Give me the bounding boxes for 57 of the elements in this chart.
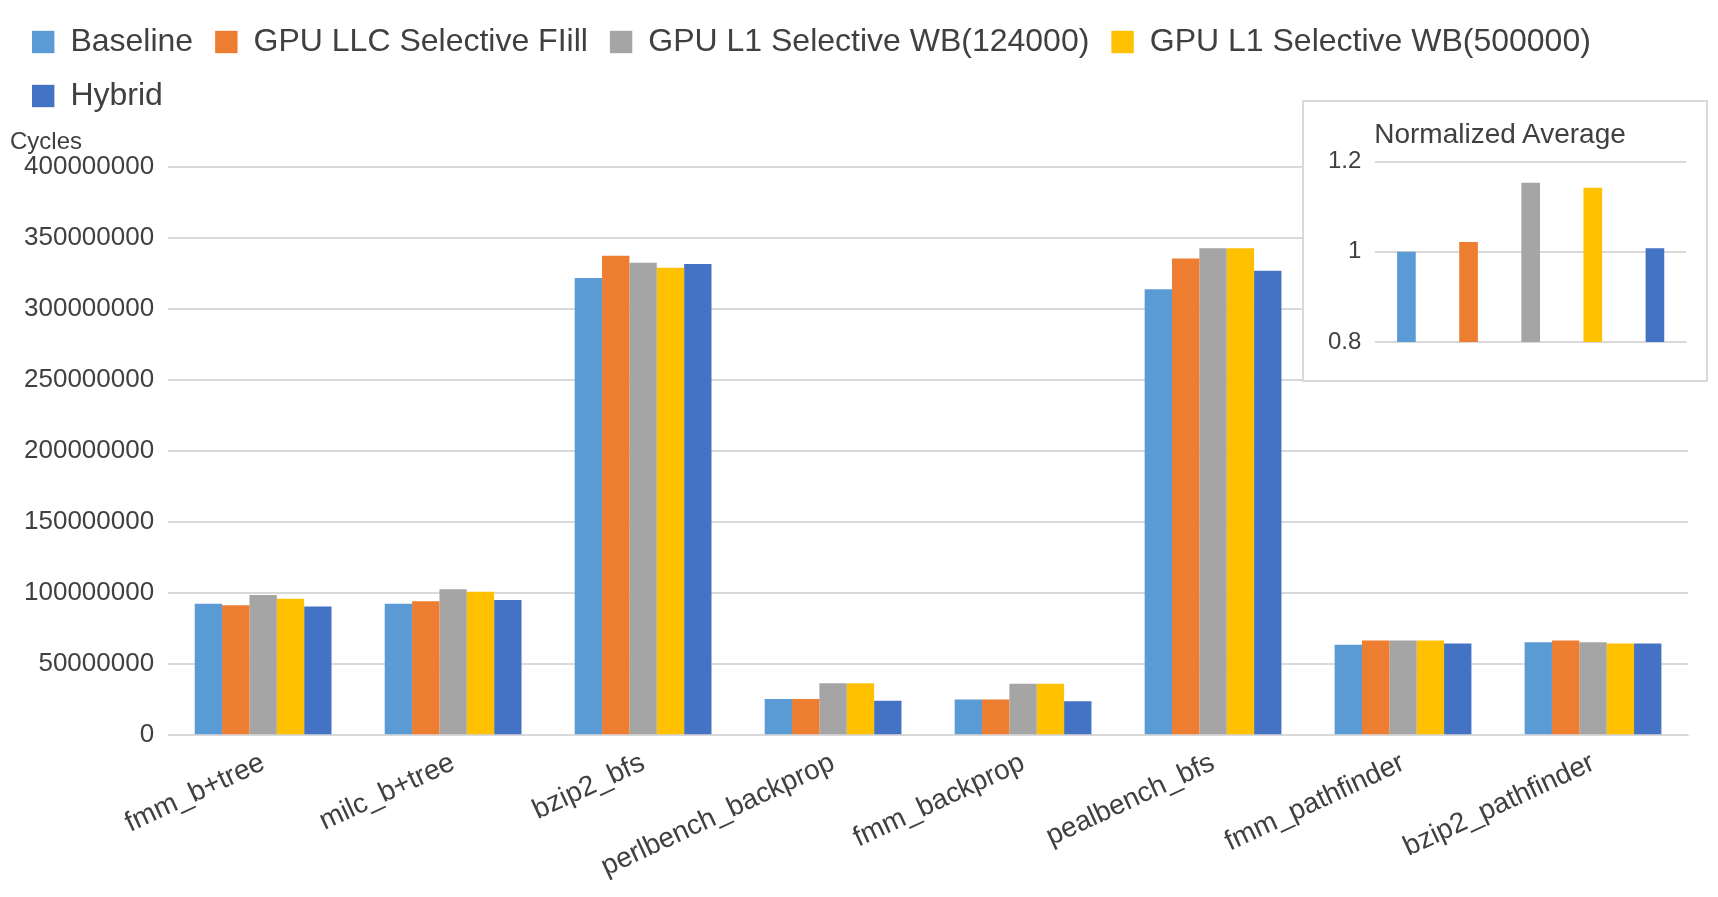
bar [1579, 642, 1607, 735]
y-tick-label: 1 [1348, 236, 1362, 264]
y-tick-label: 0 [139, 718, 155, 749]
bar [684, 264, 712, 735]
legend-label: Baseline [70, 21, 194, 58]
chart-title: Normalized Average [1374, 117, 1626, 149]
bar [1226, 248, 1255, 735]
y-tick-label: 350000000 [24, 221, 155, 252]
bar [982, 699, 1010, 735]
bar [1064, 701, 1092, 735]
y-tick-label: 200000000 [24, 434, 155, 465]
y-tick-label: 0.8 [1327, 326, 1362, 354]
bar [194, 603, 223, 735]
bar [602, 255, 630, 735]
bar [846, 683, 875, 735]
bar [1606, 643, 1635, 735]
bar [1634, 643, 1662, 735]
bar [792, 699, 820, 735]
bar [1524, 642, 1552, 735]
bar [249, 594, 277, 735]
bar [466, 591, 495, 735]
bar [222, 605, 250, 735]
bar [412, 601, 440, 735]
legend-label: GPU L1 Selective WB(500000) [1149, 21, 1591, 58]
bar [304, 606, 332, 735]
legend-label: GPU LLC Selective FIill [253, 21, 588, 58]
bar [1009, 683, 1037, 735]
legend-label: GPU L1 Selective WB(124000) [648, 21, 1090, 58]
bar [1172, 258, 1200, 735]
bar [1144, 289, 1173, 735]
y-tick-label: 150000000 [24, 505, 155, 536]
bar [1254, 270, 1282, 735]
bar [874, 700, 902, 735]
bar [1551, 640, 1580, 735]
bar [276, 598, 305, 735]
bar [494, 600, 522, 735]
y-tick-label: 1.2 [1327, 146, 1362, 174]
bar [439, 589, 467, 735]
bar [1389, 640, 1417, 735]
y-tick-label: 100000000 [24, 576, 155, 607]
bar [1334, 644, 1362, 735]
bar [1444, 643, 1472, 735]
y-tick-label: 300000000 [24, 292, 155, 323]
bar [384, 603, 413, 735]
bar [1199, 248, 1227, 735]
bar [819, 683, 847, 735]
bar [1361, 640, 1390, 735]
legend-label: Hybrid [70, 75, 163, 112]
y-tick-label: 50000000 [38, 647, 155, 678]
bar [574, 277, 603, 735]
bar [954, 699, 983, 735]
bar [1036, 683, 1065, 735]
bar [1416, 640, 1445, 735]
y-tick-label: 250000000 [24, 363, 155, 394]
bar [764, 699, 793, 735]
bar [629, 262, 657, 735]
bar [656, 267, 685, 735]
